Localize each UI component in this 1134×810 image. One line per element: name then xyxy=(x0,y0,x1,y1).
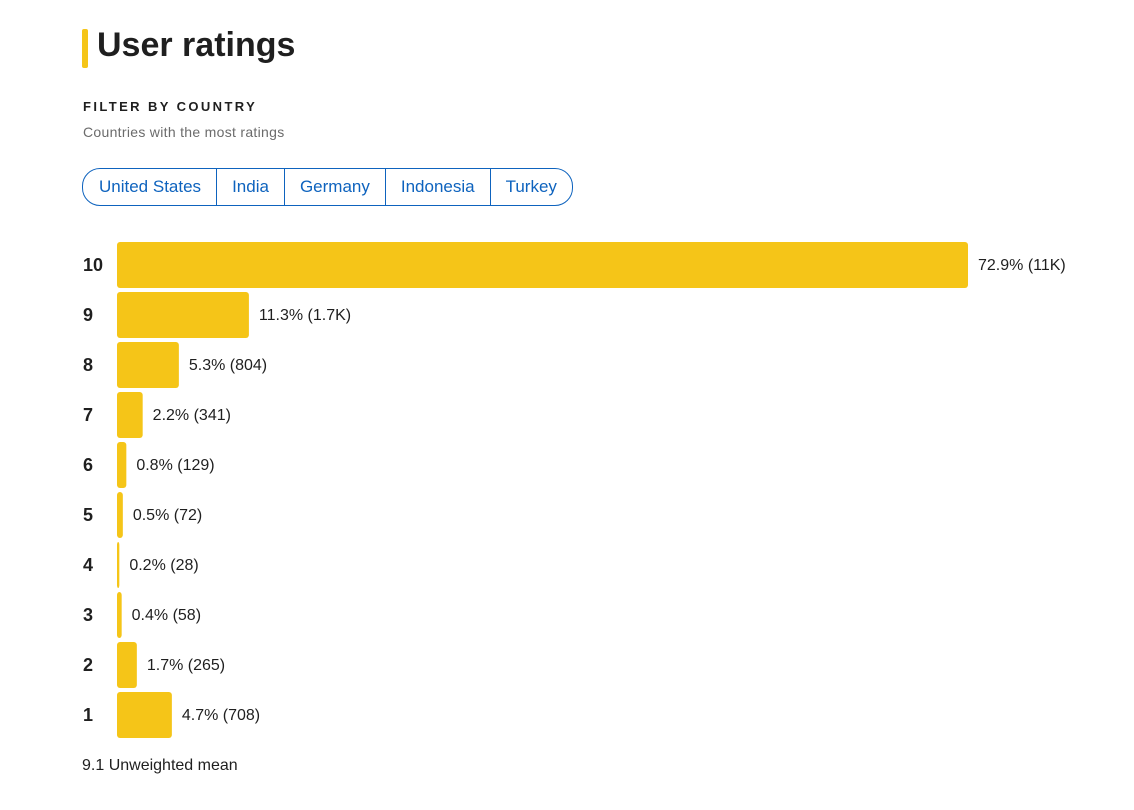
rating-label: 8 xyxy=(83,355,93,375)
bar xyxy=(117,642,137,688)
country-button[interactable]: Turkey xyxy=(489,169,572,205)
country-button[interactable]: United States xyxy=(99,177,202,196)
value-label: 4.7% (708) xyxy=(182,707,260,724)
bar xyxy=(117,692,172,738)
country-button[interactable]: India xyxy=(216,169,284,205)
rating-label: 10 xyxy=(83,255,103,275)
filter-subheading: Countries with the most ratings xyxy=(83,124,285,140)
value-label: 5.3% (804) xyxy=(189,357,267,374)
rating-label: 2 xyxy=(83,655,93,675)
rating-label: 6 xyxy=(83,455,93,475)
bar xyxy=(117,542,120,588)
value-label: 1.7% (265) xyxy=(147,657,225,674)
rating-label: 1 xyxy=(83,705,93,725)
value-label: 72.9% (11K) xyxy=(978,257,1066,274)
rating-label: 3 xyxy=(83,605,93,625)
country-filter: United States India Germany Indonesia Turkey xyxy=(82,168,573,206)
bar xyxy=(117,242,968,288)
bar xyxy=(117,592,122,638)
rating-chart: 10 72.9% (11K) 9 11.3% (1.7K) 8 5.3% (804) 7 2.… xyxy=(82,242,1066,774)
bar xyxy=(117,442,127,488)
value-label: 0.8% (129) xyxy=(136,457,214,474)
rating-label: 9 xyxy=(83,305,93,325)
bar xyxy=(117,292,249,338)
rating-label: 7 xyxy=(83,405,93,425)
value-label: 2.2% (341) xyxy=(153,407,231,424)
filter-heading: FILTER BY COUNTRY xyxy=(83,99,258,114)
bar xyxy=(117,492,123,538)
mean-label: 9.1 Unweighted mean xyxy=(82,757,238,774)
value-label: 0.2% (28) xyxy=(129,557,198,574)
bar xyxy=(117,392,143,438)
title-accent xyxy=(82,29,88,68)
rating-label: 5 xyxy=(83,505,93,525)
value-label: 11.3% (1.7K) xyxy=(259,307,351,324)
rating-label: 4 xyxy=(83,555,93,575)
value-label: 0.4% (58) xyxy=(132,607,201,624)
country-button[interactable]: Germany xyxy=(283,169,385,205)
bar xyxy=(117,342,179,388)
value-label: 0.5% (72) xyxy=(133,507,202,524)
country-button[interactable]: Indonesia xyxy=(384,169,490,205)
title: User ratings xyxy=(97,26,296,64)
